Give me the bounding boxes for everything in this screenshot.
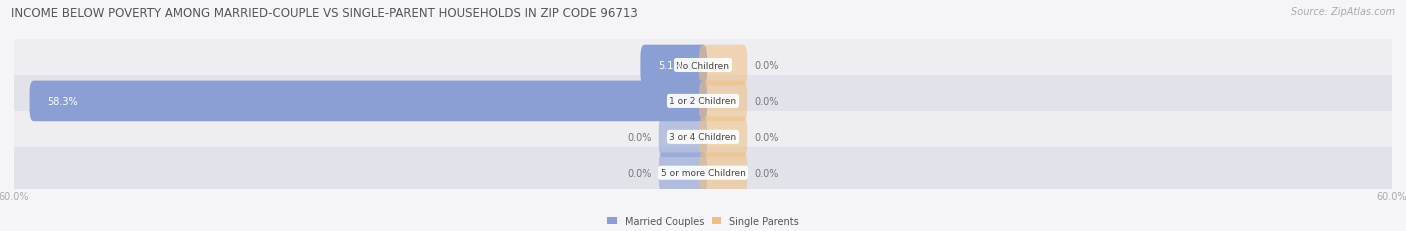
Text: 1 or 2 Children: 1 or 2 Children xyxy=(669,97,737,106)
FancyBboxPatch shape xyxy=(699,46,747,86)
FancyBboxPatch shape xyxy=(699,117,747,158)
FancyBboxPatch shape xyxy=(4,147,1402,199)
Text: 3 or 4 Children: 3 or 4 Children xyxy=(669,133,737,142)
Text: 0.0%: 0.0% xyxy=(627,132,651,142)
FancyBboxPatch shape xyxy=(659,153,707,193)
Text: 0.0%: 0.0% xyxy=(755,61,779,71)
Text: 5 or more Children: 5 or more Children xyxy=(661,168,745,177)
Text: 0.0%: 0.0% xyxy=(627,168,651,178)
Text: 0.0%: 0.0% xyxy=(755,168,779,178)
FancyBboxPatch shape xyxy=(659,117,707,158)
Text: No Children: No Children xyxy=(676,61,730,70)
FancyBboxPatch shape xyxy=(699,81,747,122)
Legend: Married Couples, Single Parents: Married Couples, Single Parents xyxy=(603,212,803,230)
Text: 58.3%: 58.3% xyxy=(48,97,77,106)
FancyBboxPatch shape xyxy=(4,112,1402,163)
Text: 5.1%: 5.1% xyxy=(658,61,683,71)
FancyBboxPatch shape xyxy=(699,153,747,193)
FancyBboxPatch shape xyxy=(640,46,707,86)
Text: INCOME BELOW POVERTY AMONG MARRIED-COUPLE VS SINGLE-PARENT HOUSEHOLDS IN ZIP COD: INCOME BELOW POVERTY AMONG MARRIED-COUPL… xyxy=(11,7,638,20)
Text: 0.0%: 0.0% xyxy=(755,97,779,106)
FancyBboxPatch shape xyxy=(30,81,707,122)
FancyBboxPatch shape xyxy=(4,76,1402,127)
Text: 0.0%: 0.0% xyxy=(755,132,779,142)
Text: Source: ZipAtlas.com: Source: ZipAtlas.com xyxy=(1291,7,1395,17)
FancyBboxPatch shape xyxy=(4,40,1402,91)
